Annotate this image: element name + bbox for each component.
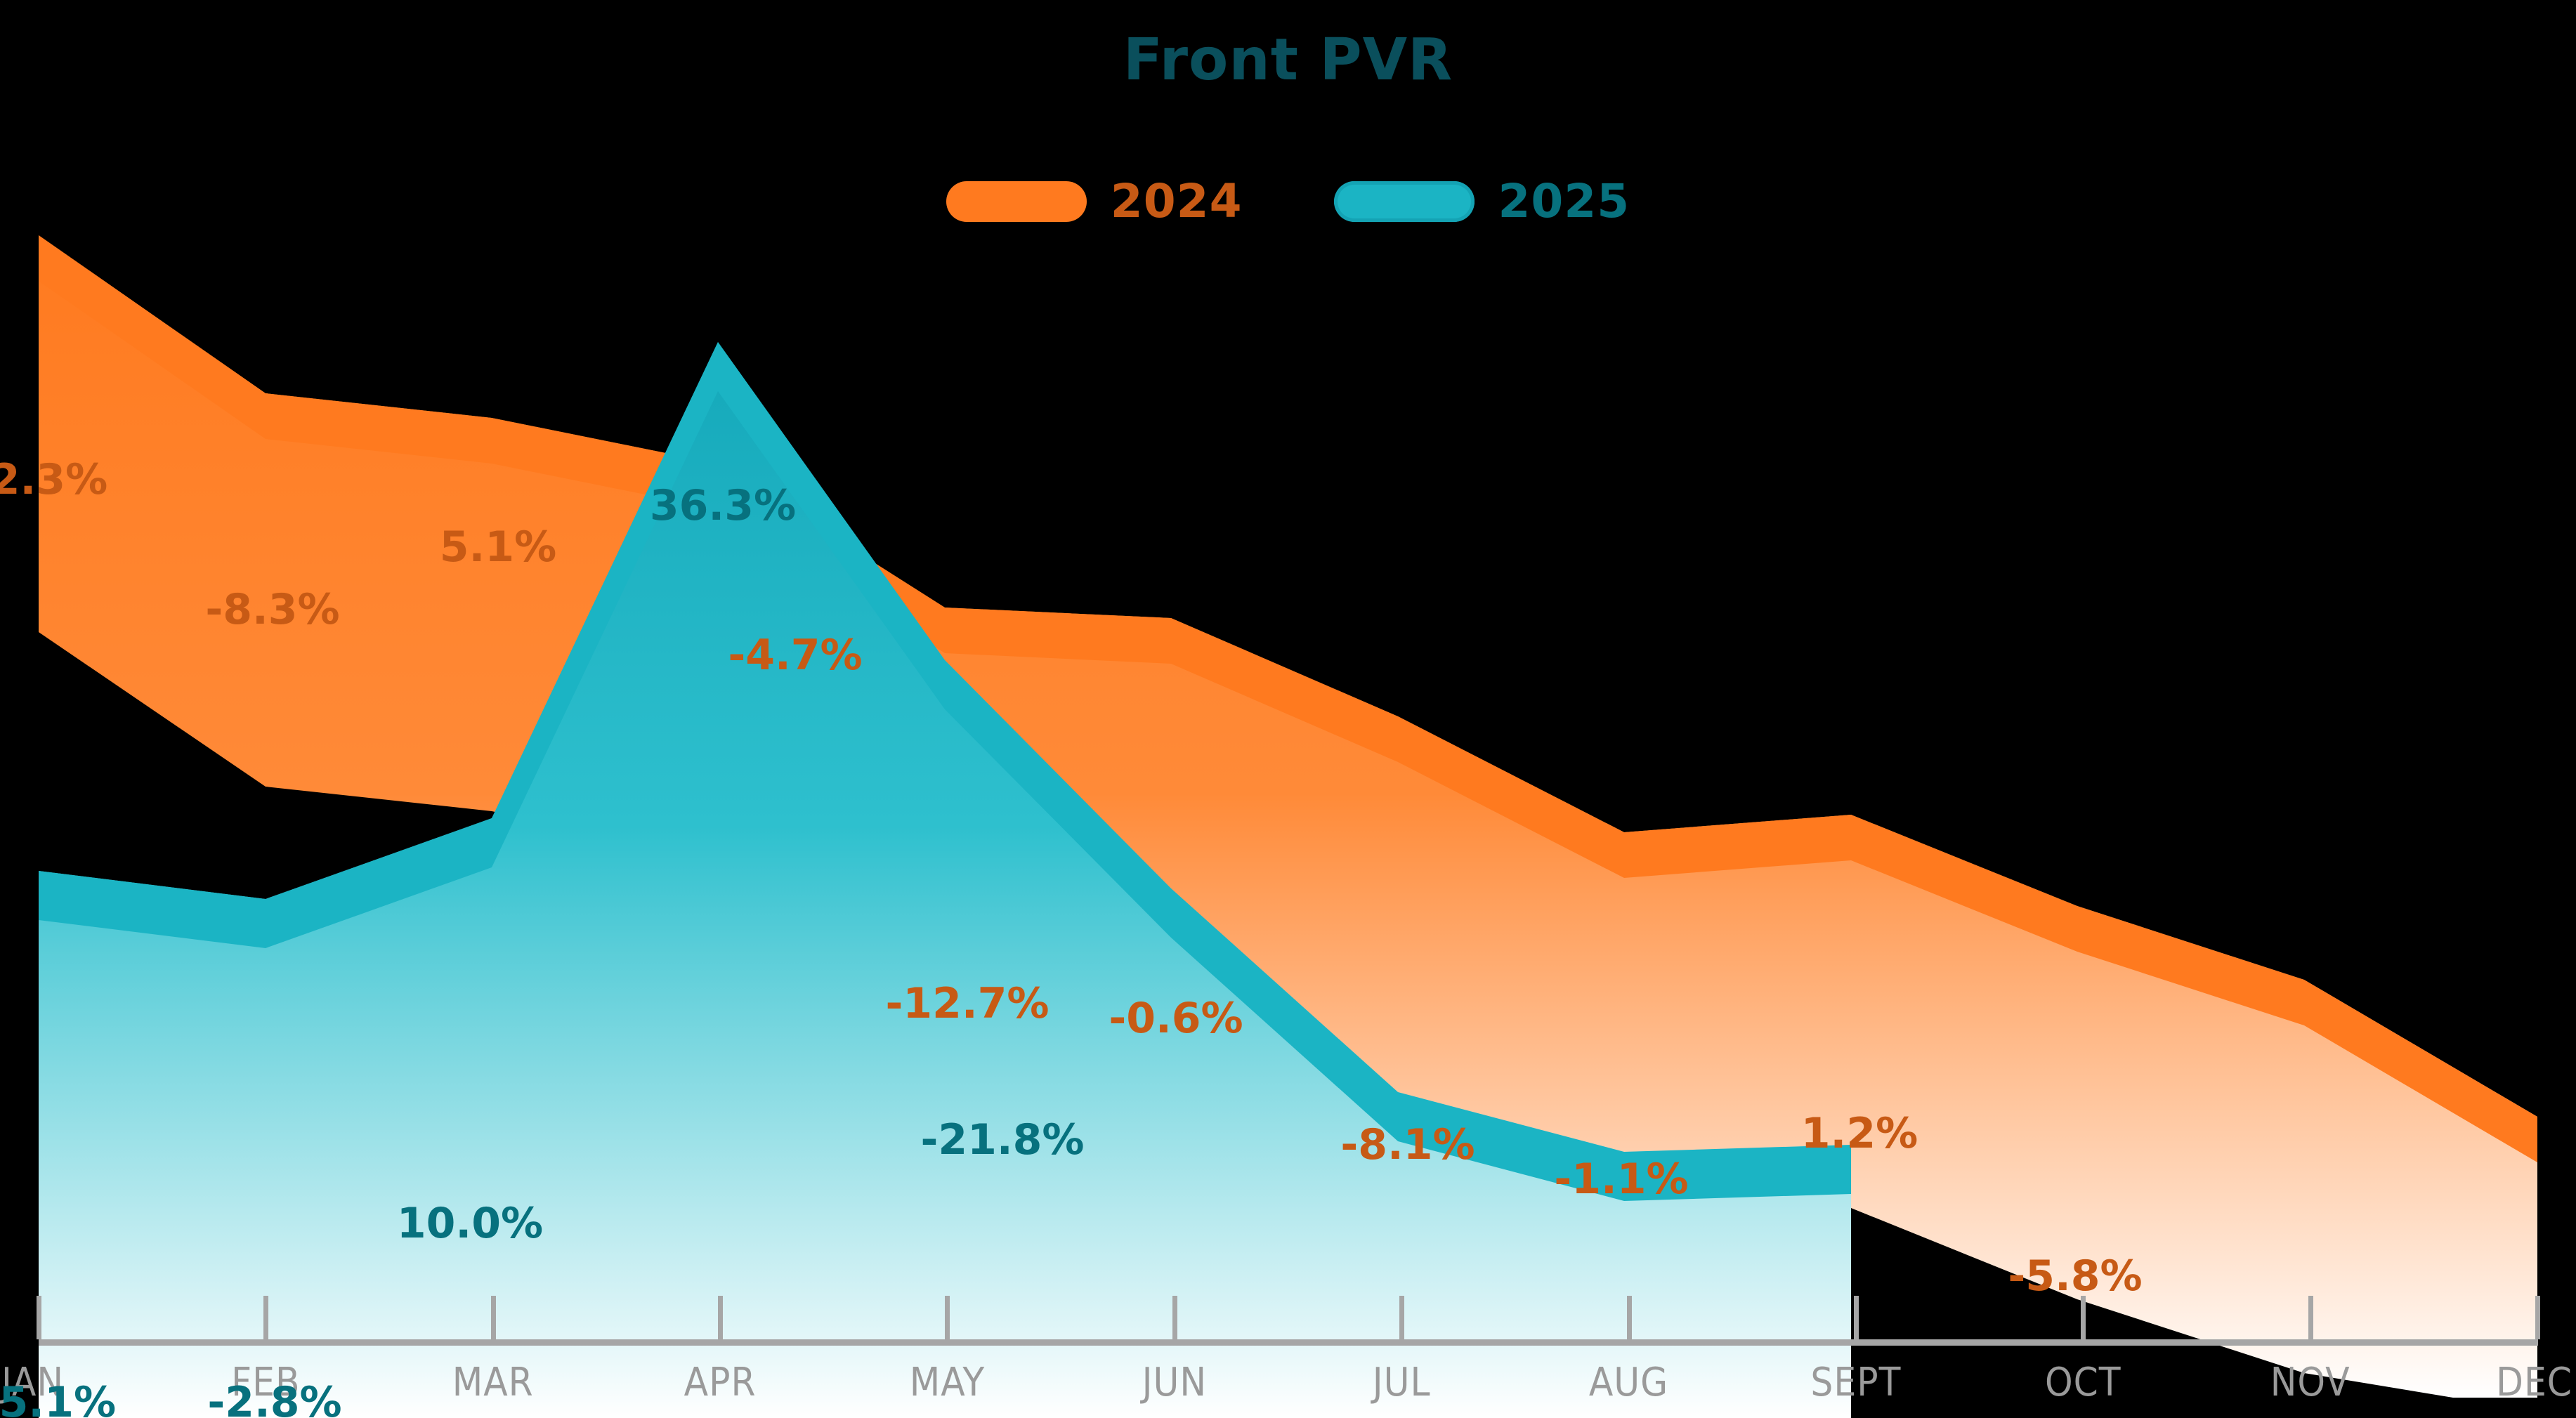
- data-label-2025-apr: 36.3%: [649, 481, 797, 530]
- data-label-2024-feb: -8.3%: [205, 585, 340, 634]
- data-label-2025-jan: 15.1%: [0, 1378, 117, 1418]
- data-label-2024-sept: 1.2%: [1800, 1109, 1918, 1158]
- data-label-2024-jan: 2.3%: [0, 455, 108, 504]
- data-label-2024-aug: -1.1%: [1554, 1155, 1689, 1204]
- page-title: Front PVR: [1123, 27, 1453, 93]
- data-label-2024-jul: -8.1%: [1340, 1120, 1475, 1169]
- series-area-2025: [39, 342, 1851, 1418]
- data-label-2024-may: -12.7%: [885, 979, 1050, 1028]
- data-label-2024-mar: 5.1%: [439, 523, 557, 572]
- data-label-2025-may: -21.8%: [920, 1115, 1085, 1164]
- data-label-2025-feb: -2.8%: [207, 1378, 342, 1418]
- data-label-2024-jun: -0.6%: [1109, 994, 1243, 1043]
- data-label-2025-mar: 10.0%: [396, 1199, 544, 1248]
- data-label-2024-nov: -7.4%: [2236, 1411, 2370, 1418]
- data-label-2024-apr: -4.7%: [728, 631, 863, 680]
- data-label-2024-oct: -5.8%: [2008, 1252, 2143, 1301]
